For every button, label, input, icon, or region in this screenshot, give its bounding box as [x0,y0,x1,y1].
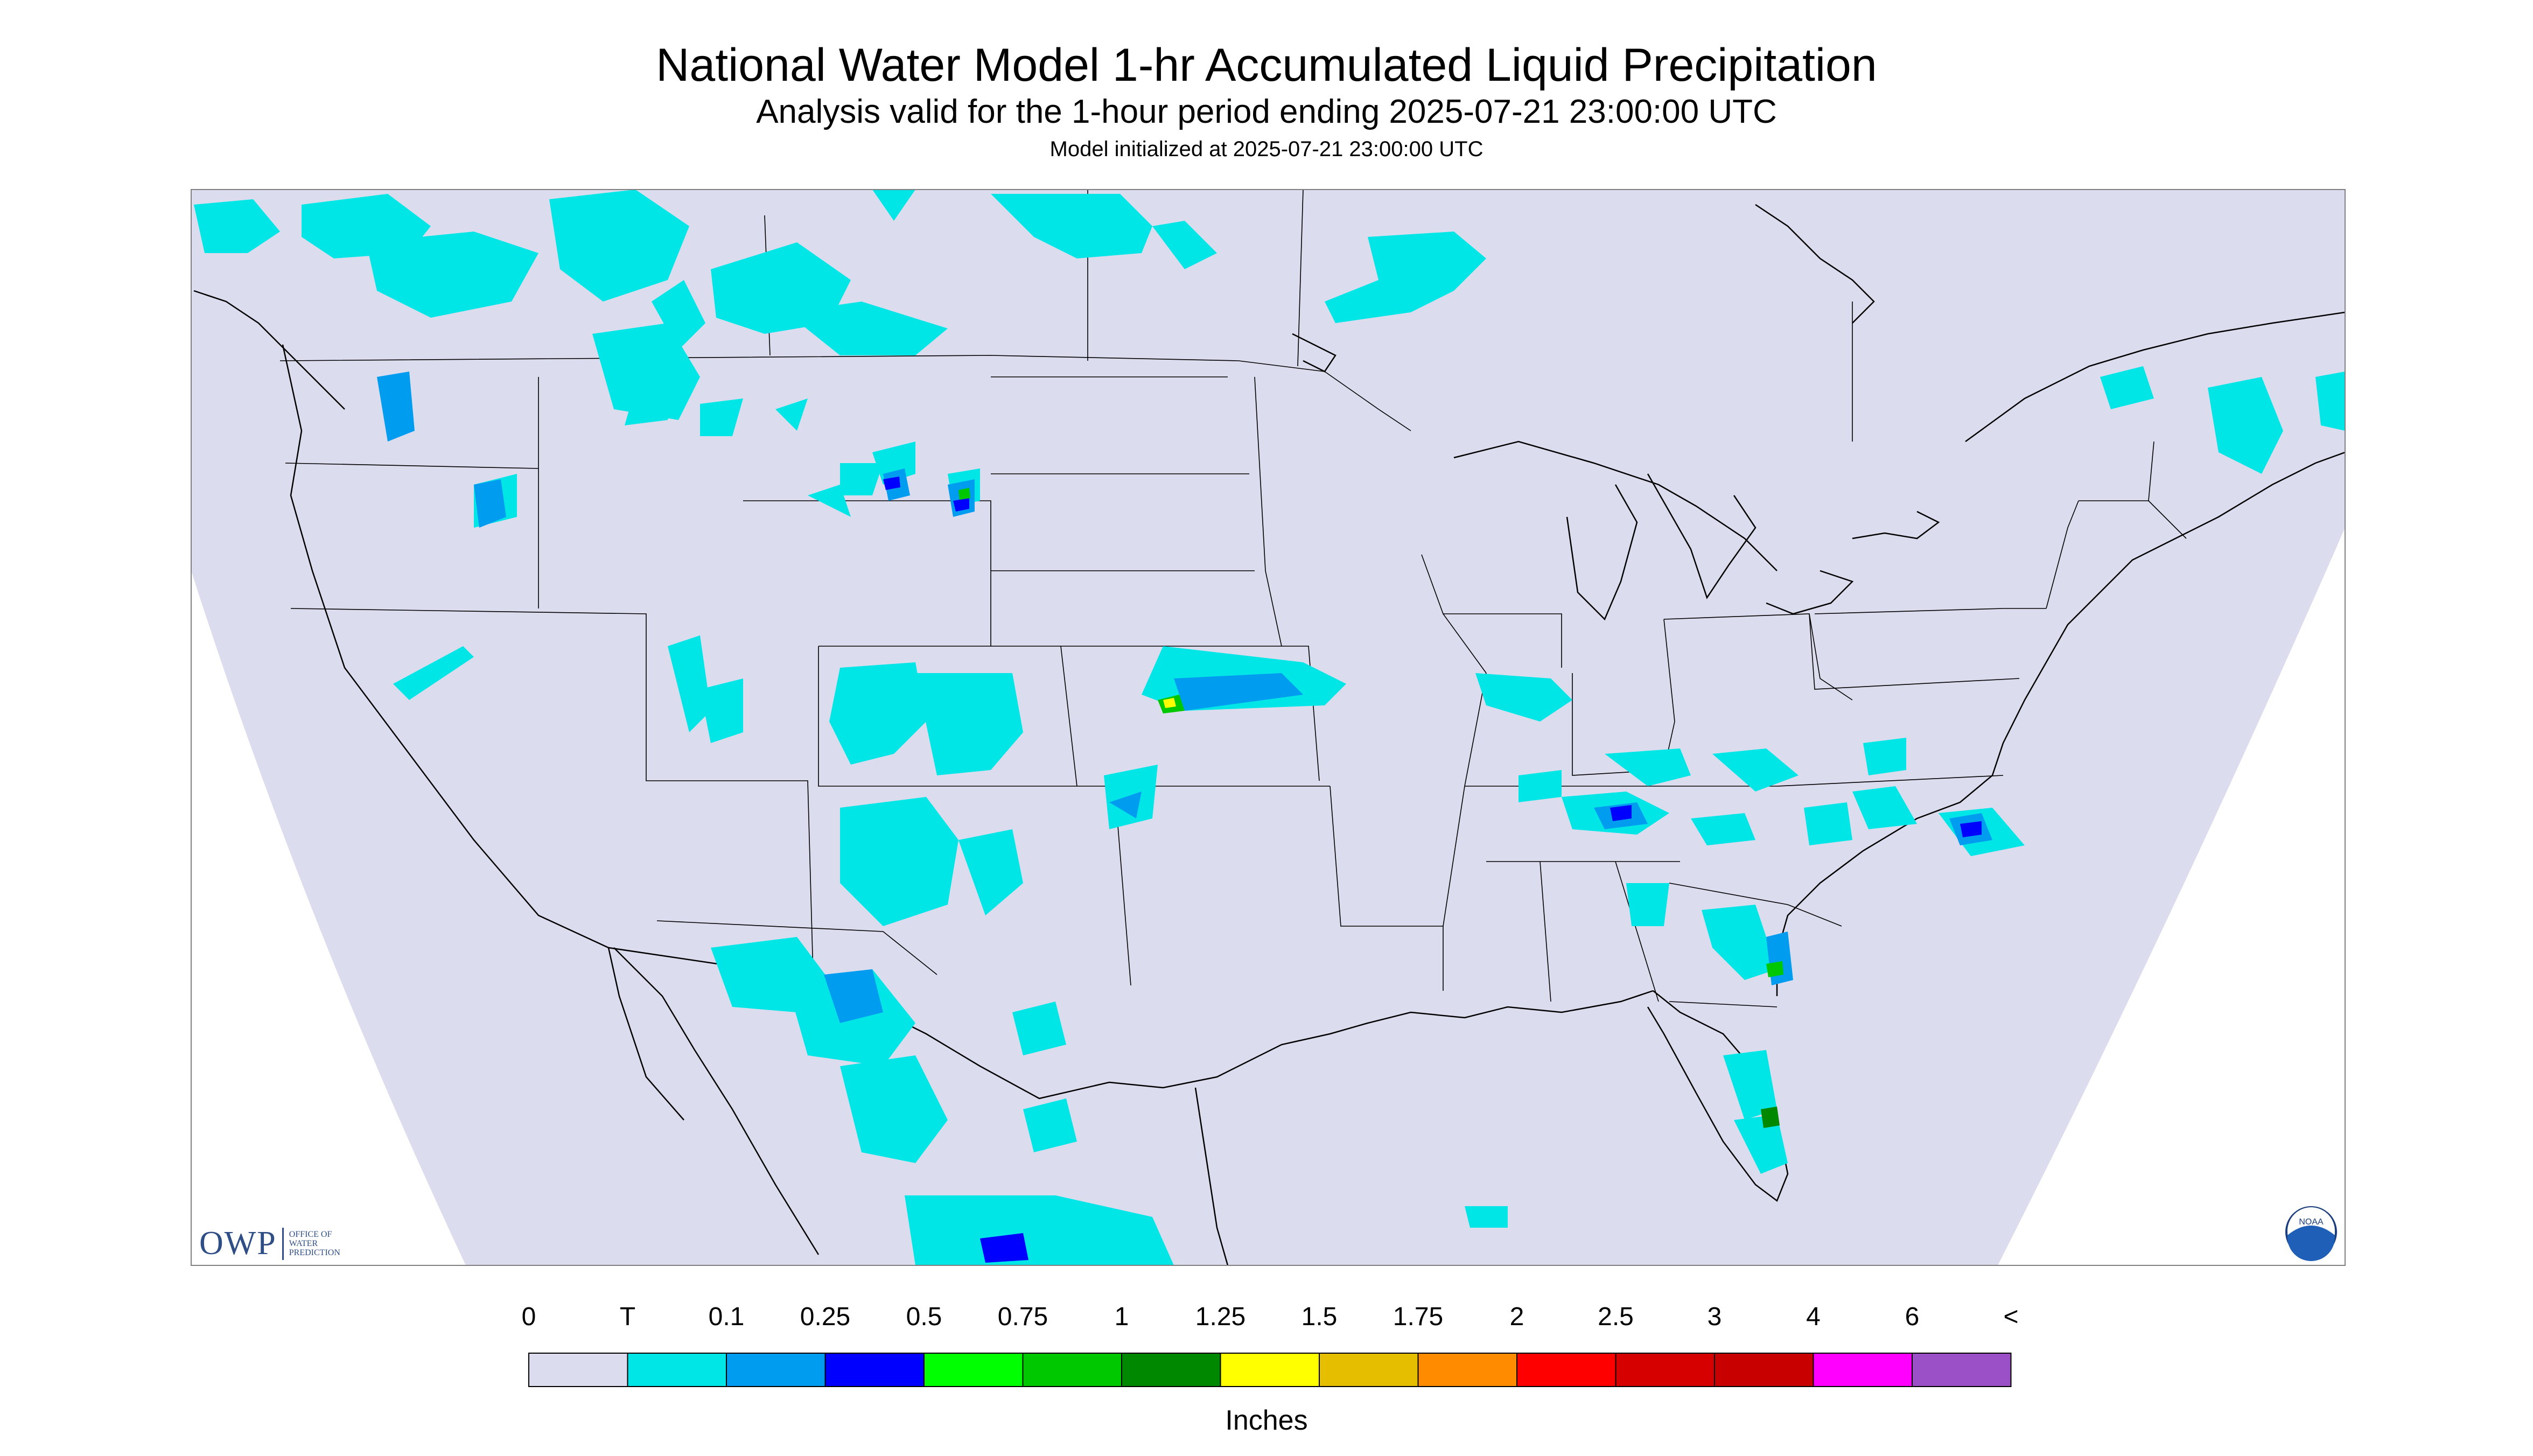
legend-label: 1.5 [1301,1303,1338,1331]
legend-swatch [627,1353,727,1387]
legend-swatch [726,1353,826,1387]
state-boundaries [279,190,2187,1007]
legend-swatch [1121,1353,1221,1387]
legend-swatch [1022,1353,1122,1387]
legend-label: 1.25 [1195,1303,1246,1331]
map-frame [191,189,2346,1266]
legend-label: 6 [1905,1303,1920,1331]
model-init-line: Model initialized at 2025-07-21 23:00:00… [1049,137,1484,161]
legend-swatch [1912,1353,2012,1387]
legend-label: 1 [1114,1303,1129,1331]
map-subtitle: Analysis valid for the 1-hour period end… [756,93,1777,130]
map-title: National Water Model 1-hr Accumulated Li… [656,39,1877,91]
legend-swatch [1319,1353,1419,1387]
legend-swatch [1220,1353,1320,1387]
precip-heavy [883,477,1982,1263]
legend-label: < [2003,1303,2019,1331]
owp-logo-text: OWP [199,1225,277,1262]
owp-logo-subtext: OFFICE OF WATER PREDICTION [289,1230,340,1257]
legend-swatch [824,1353,925,1387]
legend-units: Inches [1225,1405,1308,1436]
legend-label: 0.1 [708,1303,745,1331]
legend-swatch [1516,1353,1617,1387]
model-domain [191,190,2345,1265]
precip-moderate [377,372,1992,1023]
legend-label: 0.75 [997,1303,1048,1331]
noaa-logo: NOAA [2285,1206,2337,1261]
legend-label: T [619,1303,636,1331]
legend-swatch [528,1353,628,1387]
legend-label: 0.25 [800,1303,851,1331]
legend-label: 2 [1509,1303,1524,1331]
legend-color-bar [528,1353,2012,1387]
legend-label: 4 [1806,1303,1821,1331]
legend-label: 0.5 [906,1303,942,1331]
noaa-logo-text: NOAA [2299,1217,2324,1227]
legend-label: 2.5 [1598,1303,1634,1331]
legend-label: 0 [521,1303,536,1331]
owp-logo-separator [282,1227,284,1260]
legend-swatch [923,1353,1024,1387]
legend-swatch [1615,1353,1715,1387]
legend-label: 1.75 [1393,1303,1444,1331]
precip-very-heavy [958,488,1783,1128]
legend-label: 3 [1707,1303,1722,1331]
legend-swatch [1417,1353,1517,1387]
owp-logo: OWP OFFICE OF WATER PREDICTION [199,1224,354,1263]
legend-swatch [1813,1353,1913,1387]
legend-swatch [1714,1353,1814,1387]
